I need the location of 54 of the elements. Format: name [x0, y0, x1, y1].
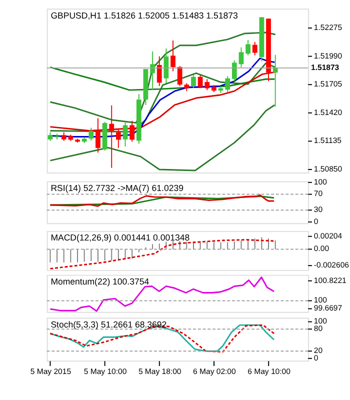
y-tick-label: 80 [314, 324, 324, 334]
y-tick-label: 1.51990 [314, 51, 343, 60]
x-tick-label: 6 May 10:00 [248, 366, 292, 376]
chart-title: GBPUSD,H1 1.51826 1.52005 1.51483 1.51873 [50, 10, 238, 20]
y-tick-label: 0.00 [314, 244, 330, 254]
candlestick [170, 40, 176, 72]
candlestick [96, 118, 100, 154]
y-tick-label: 0.00204 [314, 231, 343, 240]
candlestick [204, 78, 210, 91]
chart-title: Momentum(22) 100.3754 [50, 276, 150, 287]
y-tick-label: 0 [314, 353, 319, 362]
y-tick-label: 20 [314, 346, 324, 356]
y-tick-label: 1.50850 [314, 164, 343, 174]
candlestick [156, 56, 162, 87]
line-series [49, 276, 275, 312]
candlestick [130, 120, 135, 142]
y-tick-label: -0.002606 [314, 260, 349, 270]
candlestick [238, 46, 244, 68]
y-tick-label: 100 [314, 177, 328, 186]
chart-title: RSI(14) 52.7732 ->MA(7) 61.0239 [50, 182, 184, 193]
line-series [49, 32, 276, 124]
chart-title: MACD(12,26,9) 0.001441 0.001348 [50, 232, 190, 243]
candlestick [191, 74, 196, 89]
y-tick-label: 1.52275 [314, 22, 342, 32]
candlestick [225, 76, 230, 93]
y-tick-label: 30 [314, 205, 324, 214]
candlestick [164, 48, 169, 84]
x-tick-label: 5 May 2015 [30, 366, 72, 376]
y-tick-label: 100 [314, 316, 328, 326]
candlestick [252, 41, 258, 56]
y-tick-label: 100.8221 [314, 276, 346, 285]
candlestick [198, 74, 203, 89]
line-series [49, 66, 276, 91]
candlestick [109, 104, 114, 168]
y-tick-label: 70 [314, 189, 324, 198]
y-tick-label: 1.51420 [314, 108, 343, 117]
ref-line-label: 1.51873 [311, 62, 340, 72]
y-tick-label: 0 [314, 216, 319, 226]
x-tick-label: 5 May 18:00 [138, 366, 182, 376]
candlestick [177, 66, 182, 87]
candlestick [232, 60, 237, 82]
line-series [49, 104, 276, 172]
candlestick [88, 127, 94, 142]
x-tick-label: 6 May 02:00 [193, 366, 237, 376]
y-tick-label: 99.6697 [314, 304, 342, 313]
chart-title: Stoch(5,3,3) 51.2661 68.3692 [50, 319, 167, 330]
y-tick-label: 1.51705 [314, 80, 342, 89]
candlestick [116, 128, 121, 148]
candlestick [150, 50, 155, 91]
y-tick-label: 1.51135 [314, 136, 342, 146]
y-tick-label: 100 [314, 296, 328, 305]
x-tick-label: 5 May 10:00 [84, 366, 128, 376]
candlestick [122, 121, 128, 148]
candlestick [246, 39, 250, 56]
